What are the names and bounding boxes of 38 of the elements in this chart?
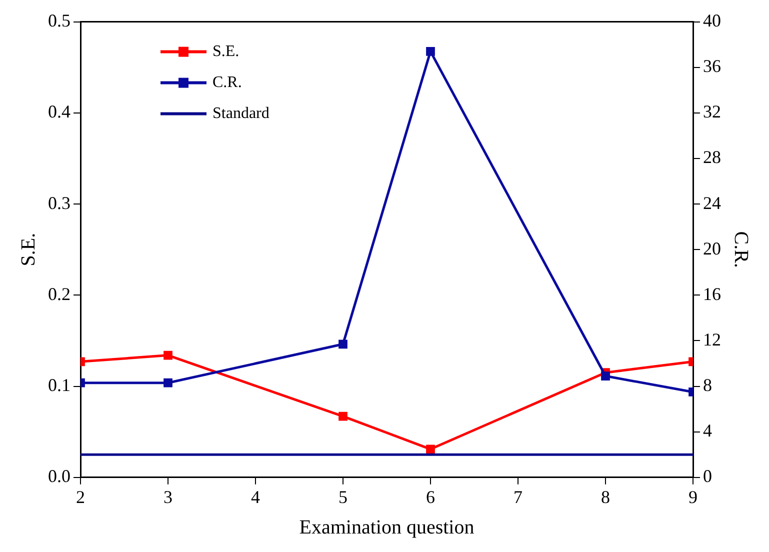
x-tick-label: 9 [688, 486, 698, 507]
y2-axis-title: C.R. [730, 231, 752, 268]
point [426, 444, 435, 454]
y-tick-label: 0.2 [48, 284, 70, 304]
y2-tick-label: 24 [703, 192, 721, 213]
y2-tick-label: 0 [703, 466, 712, 486]
legend-label: S.E. [212, 43, 240, 60]
y2-tick-label: 28 [703, 147, 721, 168]
point [601, 372, 610, 380]
legend-label: Standard [212, 105, 270, 122]
y2-tick-label: 12 [703, 329, 721, 350]
x-tick-label: 5 [338, 486, 348, 507]
y-tick-label: 0.4 [48, 102, 70, 122]
point [164, 350, 172, 360]
y-tick-label: 0.3 [48, 192, 70, 213]
point [426, 46, 435, 56]
y2-tick-label: 36 [703, 56, 721, 76]
y-tick-label: 0.5 [48, 10, 70, 31]
y-tick-label: 0.0 [48, 466, 70, 486]
point [164, 378, 172, 388]
y2-tick-label: 8 [703, 375, 712, 396]
y2-tick-label: 4 [703, 420, 712, 441]
x-tick-label: 7 [514, 486, 522, 507]
y2-tick-label: 32 [703, 102, 721, 122]
point [338, 340, 348, 349]
x-tick-label: 4 [251, 486, 260, 507]
x-tick-label: 2 [76, 486, 85, 507]
x-tick-label: 3 [164, 486, 172, 507]
y2-tick-label: 20 [703, 238, 721, 258]
x-tick-label: 6 [426, 486, 435, 507]
y2-tick-label: 16 [703, 284, 721, 304]
point [338, 412, 348, 421]
x-axis-title: Examination question [299, 516, 474, 538]
x-tick-label: 8 [601, 486, 610, 507]
legend-label: C.R. [212, 74, 242, 92]
y-axis-title: S.E. [17, 232, 40, 266]
y-tick-label: 0.1 [48, 375, 70, 396]
y2-tick-label: 40 [703, 10, 721, 31]
